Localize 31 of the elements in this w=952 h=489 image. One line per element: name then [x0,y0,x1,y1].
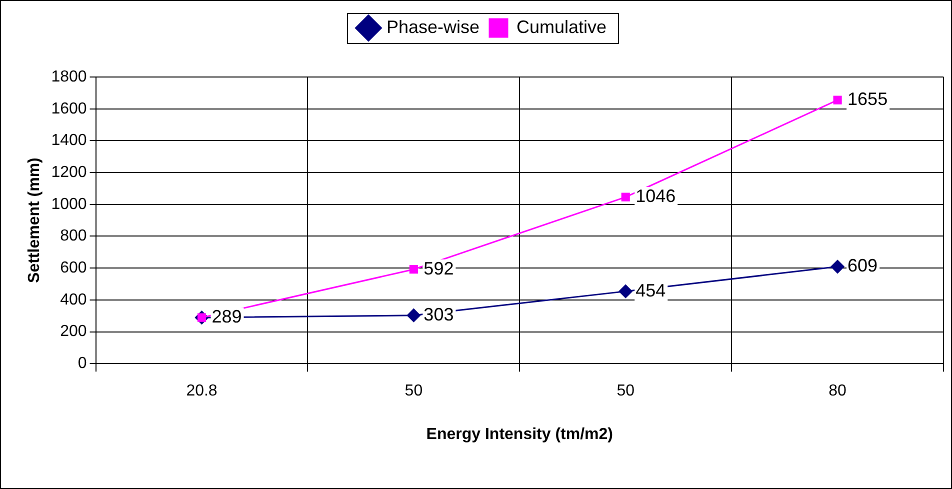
point [830,260,844,274]
data-label: 609 [848,256,878,276]
point [618,284,632,298]
y-tick-label: 800 [60,228,87,245]
x-axis-title: Energy Intensity (tm/m2) [426,426,613,443]
point [406,308,420,322]
x-tick-label: 50 [404,382,423,400]
y-tick-label: 1200 [51,164,87,181]
data-label: 1655 [848,89,888,110]
x-tick-label: 50 [616,382,635,400]
y-tick-label: 1000 [51,196,87,213]
y-tick-label: 1400 [51,132,87,150]
data-label: 303 [424,304,454,324]
point [409,265,418,274]
data-label: 1046 [636,186,676,206]
y-tick-label: 400 [60,291,87,308]
legend-label: Phase-wise [386,16,480,37]
legend-label: Cumulative [516,16,607,37]
point [833,96,842,104]
y-tick-label: 0 [78,355,87,372]
data-label: 454 [636,280,666,300]
y-tick-label: 600 [60,259,87,276]
data-label: 289 [212,306,242,327]
point [621,192,630,202]
y-axis-title: Settlement (mm) [26,158,44,283]
data-label: 592 [424,258,454,278]
y-tick-label: 200 [60,323,87,340]
x-tick-label: 80 [828,382,847,400]
y-tick-label: 1800 [51,68,87,86]
y-tick-label: 1600 [51,100,87,118]
x-tick-label: 20.8 [186,382,218,400]
